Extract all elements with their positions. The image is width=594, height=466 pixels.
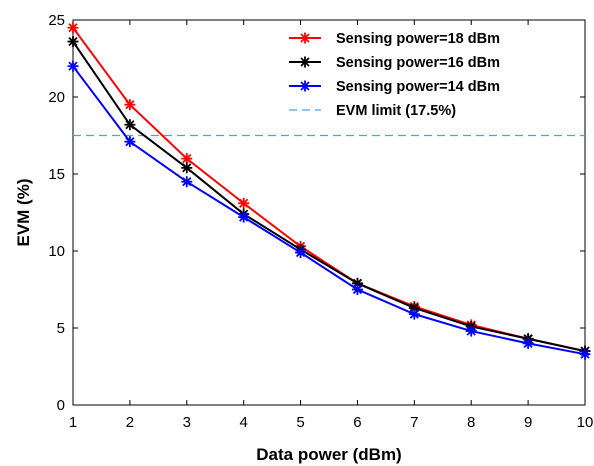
data-point [124, 99, 136, 111]
data-point [67, 60, 79, 72]
x-tick-label: 1 [69, 414, 77, 431]
data-point [465, 325, 477, 337]
x-tick-label: 6 [353, 414, 361, 431]
y-tick-label: 5 [57, 320, 65, 337]
legend-label-limit: EVM limit (17.5%) [336, 103, 456, 119]
series-line-2 [72, 65, 586, 356]
x-tick-label: 7 [410, 414, 418, 431]
data-point [408, 308, 420, 320]
x-axis-label: Data power (dBm) [256, 445, 401, 464]
y-tick-label: 10 [48, 243, 65, 260]
legend-marker [299, 56, 311, 68]
x-tick-label: 9 [524, 414, 532, 431]
legend-label-2: Sensing power=14 dBm [336, 79, 500, 95]
data-layer [67, 22, 591, 360]
series-line-1 [72, 40, 586, 353]
legend-label-0: Sensing power=18 dBm [336, 31, 500, 47]
x-tick-label: 8 [467, 414, 475, 431]
data-point [67, 22, 79, 34]
y-axis-label: EVM (%) [14, 179, 33, 247]
data-point [181, 153, 193, 165]
data-point [522, 337, 534, 349]
plot-frame [72, 19, 586, 406]
x-tick-label: 5 [296, 414, 304, 431]
data-point [238, 211, 250, 223]
y-tick-label: 25 [48, 12, 65, 29]
y-tick-label: 0 [57, 397, 65, 414]
data-point [351, 284, 363, 295]
series-line-0 [72, 27, 586, 353]
x-tick-label: 3 [183, 414, 191, 431]
data-point [181, 162, 193, 174]
data-point [67, 36, 79, 48]
x-tick-label: 4 [239, 414, 247, 431]
y-tick-label: 15 [48, 166, 65, 183]
y-tick-label: 20 [48, 89, 65, 106]
legend-label-1: Sensing power=16 dBm [336, 55, 500, 71]
legend: Sensing power=18 dBm Sensing power=16 dBm… [289, 31, 500, 119]
data-point [295, 247, 307, 259]
axes-layer: 1 2 3 4 5 6 7 8 9 10 0 5 10 15 20 25 [48, 12, 593, 431]
x-tick-label: 2 [126, 414, 134, 431]
data-point [124, 119, 136, 131]
data-point [181, 176, 193, 188]
data-point [579, 348, 591, 360]
x-tick-label: 10 [577, 414, 594, 431]
data-point [238, 197, 250, 209]
legend-marker [299, 32, 311, 44]
legend-marker [299, 80, 311, 92]
data-point [124, 136, 136, 148]
